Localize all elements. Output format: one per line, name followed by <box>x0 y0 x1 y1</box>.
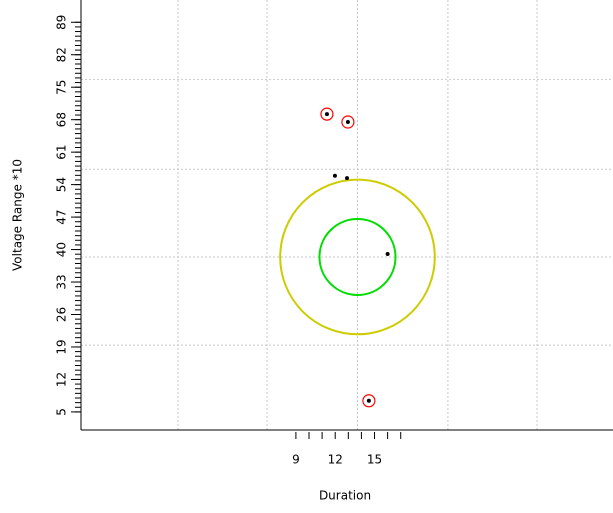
y-axis-title: Voltage Range *10 <box>11 159 25 271</box>
reference-circle <box>318 217 397 296</box>
x-axis-title: Duration <box>319 489 371 503</box>
y-tick-label: 82 <box>55 47 69 62</box>
y-tick-label: 47 <box>55 209 69 224</box>
point <box>366 398 371 403</box>
y-tick-label: 5 <box>55 408 69 416</box>
y-tick-label: 54 <box>55 177 69 192</box>
y-tick-label: 26 <box>55 307 69 322</box>
y-tick-label: 68 <box>55 112 69 127</box>
y-tick-label: 19 <box>55 339 69 354</box>
y-tick-label: 40 <box>55 242 69 257</box>
point <box>385 251 390 256</box>
point <box>324 112 329 117</box>
flag-ring <box>320 107 334 121</box>
flag-ring <box>341 115 355 129</box>
x-tick-label: 9 <box>292 453 300 467</box>
y-tick-label: 61 <box>55 145 69 160</box>
point <box>345 119 350 124</box>
y-tick-label: 12 <box>55 372 69 387</box>
reference-circle <box>279 178 436 336</box>
point <box>332 173 337 178</box>
x-tick-label: 12 <box>328 453 343 467</box>
y-tick-label: 89 <box>55 15 69 30</box>
x-tick-label: 15 <box>367 453 382 467</box>
flag-ring <box>362 394 376 408</box>
y-tick-label: 33 <box>55 274 69 289</box>
point <box>345 176 349 181</box>
y-tick-label: 75 <box>55 80 69 95</box>
